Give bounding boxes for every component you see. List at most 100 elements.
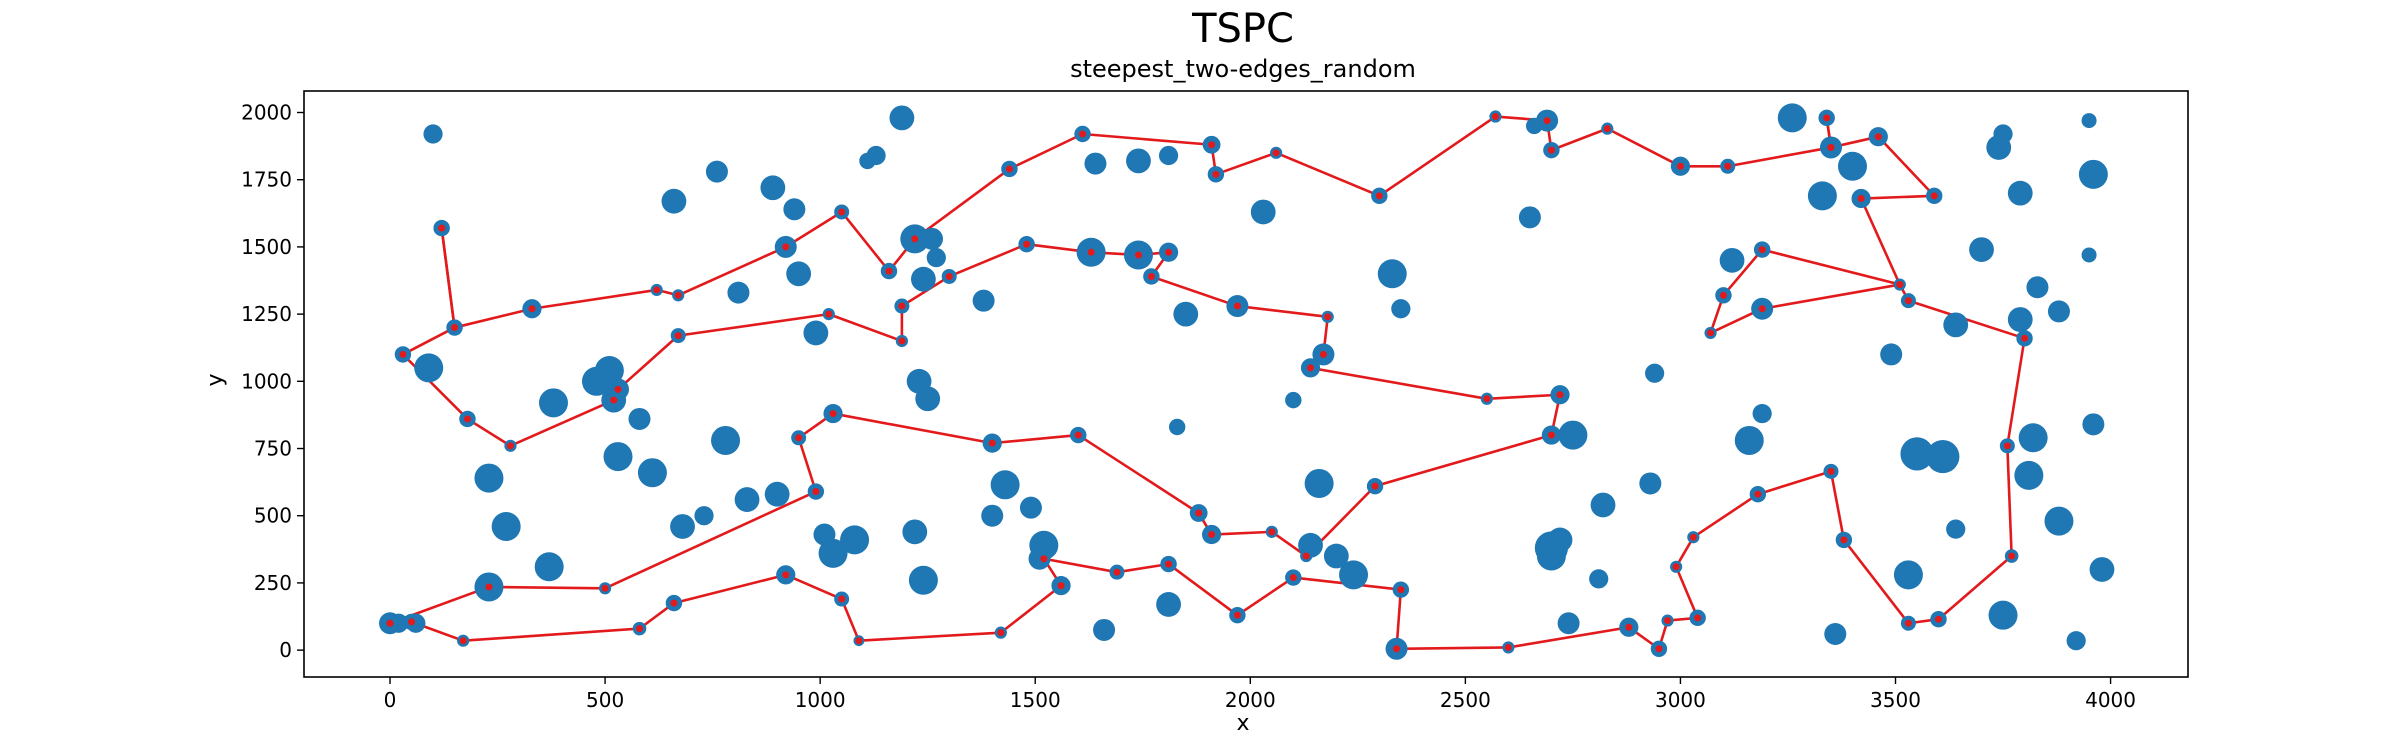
route-vertex	[1904, 619, 1912, 627]
route-vertex	[1079, 130, 1087, 138]
route-vertex	[1935, 615, 1943, 623]
route-vertex	[1689, 533, 1697, 541]
route-vertex	[1896, 281, 1904, 289]
x-tick-label: 3000	[1655, 688, 1706, 712]
route-vertex	[1874, 133, 1882, 141]
data-point	[1946, 519, 1966, 539]
data-point	[1993, 124, 2013, 144]
route-vertex	[1195, 509, 1203, 517]
x-tick-label: 3500	[1870, 688, 1921, 712]
route-vertex	[399, 350, 407, 358]
data-point	[727, 281, 750, 304]
data-point	[1377, 259, 1407, 289]
data-point	[2007, 180, 2033, 206]
route-vertex	[1504, 643, 1512, 651]
route-segment	[1378, 115, 1497, 198]
route-segment	[676, 312, 831, 337]
route-segment	[1550, 127, 1609, 152]
route-vertex	[1233, 611, 1241, 619]
x-tick-label: 0	[384, 688, 397, 712]
data-point	[2081, 247, 2097, 263]
data-point	[670, 514, 695, 539]
data-point	[908, 565, 938, 595]
route-vertex	[1754, 490, 1762, 498]
route-segment	[1081, 132, 1213, 147]
y-tick-label: 750	[254, 437, 292, 461]
route-vertex	[829, 410, 837, 418]
data-point	[915, 386, 941, 412]
route-vertex	[1289, 574, 1297, 582]
route-vertex	[782, 243, 790, 251]
data-point	[1126, 148, 1151, 174]
data-point	[734, 487, 760, 512]
data-point	[1988, 600, 2018, 630]
data-point	[2007, 307, 2033, 332]
route-vertex	[1393, 645, 1401, 653]
route-segment	[913, 167, 1011, 241]
route-vertex	[825, 310, 833, 318]
data-point	[1298, 532, 1323, 558]
route-vertex	[782, 571, 790, 579]
route-vertex	[1840, 536, 1848, 544]
data-point	[1734, 425, 1764, 455]
axes-frame	[303, 90, 2189, 678]
y-tick-label: 1750	[241, 168, 292, 192]
data-point	[981, 504, 1004, 527]
route-vertex	[1543, 117, 1551, 125]
route-vertex	[1212, 170, 1220, 178]
route-vertex	[838, 595, 846, 603]
data-point	[2089, 557, 2115, 582]
route-vertex	[1233, 302, 1241, 310]
route-vertex	[1268, 528, 1276, 536]
data-point	[764, 481, 790, 507]
data-point	[2018, 423, 2048, 453]
route-segment	[530, 288, 659, 311]
route-segment	[1507, 625, 1631, 649]
route-vertex	[1319, 350, 1327, 358]
y-tick-label: 1000	[241, 369, 292, 393]
route-vertex	[1758, 305, 1766, 313]
route-segment	[999, 584, 1063, 634]
route-vertex	[1165, 560, 1173, 568]
route-segment	[1842, 538, 1910, 625]
route-segment	[1760, 283, 1902, 311]
data-point	[1880, 343, 1903, 366]
data-point	[1304, 468, 1334, 498]
route-segment	[840, 597, 861, 643]
route-vertex	[885, 267, 893, 275]
route-vertex	[1758, 246, 1766, 254]
data-point	[534, 552, 564, 582]
route-segment	[1167, 562, 1239, 617]
route-segment	[1373, 433, 1553, 488]
data-point	[2047, 300, 2070, 323]
data-point	[783, 198, 806, 221]
route-vertex	[795, 434, 803, 442]
route-vertex	[1375, 192, 1383, 200]
route-segment	[1395, 646, 1510, 651]
data-point	[423, 124, 443, 144]
route-segment	[1859, 194, 1936, 200]
route-vertex	[408, 618, 416, 626]
route-segment	[1150, 275, 1239, 308]
chart-title: TSPC	[1191, 6, 1294, 52]
data-point	[1969, 237, 1994, 262]
route-segment	[784, 573, 843, 601]
route-vertex	[1113, 568, 1121, 576]
data-point	[1943, 312, 1969, 338]
chart-subtitle: steepest_two-edges_random	[1070, 55, 1416, 83]
data-point	[1028, 547, 1051, 570]
data-point	[859, 152, 876, 170]
route-vertex	[1655, 645, 1663, 653]
route-segment	[1309, 366, 1489, 401]
route-vertex	[459, 637, 467, 645]
x-tick-label: 1500	[1010, 688, 1061, 712]
data-point	[760, 175, 786, 201]
data-point	[1639, 472, 1662, 495]
route-segment	[453, 307, 534, 329]
route-segment	[1606, 127, 1682, 168]
data-point	[803, 320, 829, 346]
route-vertex	[610, 396, 618, 404]
route-vertex	[1827, 143, 1835, 151]
y-tick-label: 500	[254, 504, 292, 528]
route-segment	[2006, 337, 2026, 448]
